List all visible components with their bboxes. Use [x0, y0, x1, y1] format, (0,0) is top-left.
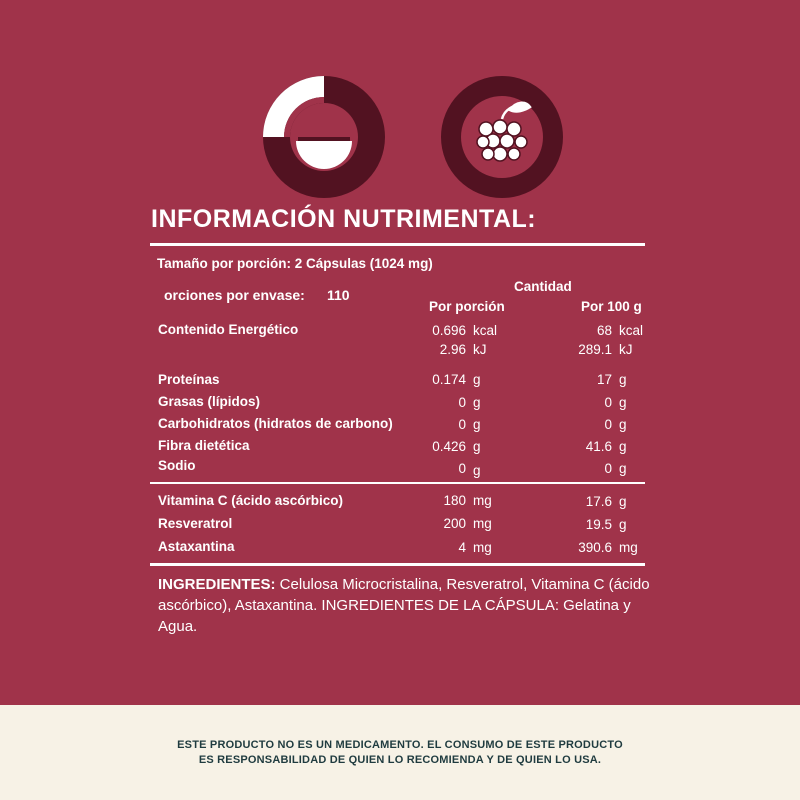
nutrient-name: Carbohidratos (hidratos de carbono)	[158, 416, 393, 431]
active-serving: 200	[443, 516, 466, 531]
nutrient-name: Fibra dietética	[158, 438, 250, 453]
energy-kj-serving: 2.96	[439, 342, 466, 357]
nutrient-unit-serving: g	[473, 439, 481, 454]
servings-value: 110	[327, 287, 350, 303]
nutrient-name: Proteínas	[158, 372, 220, 387]
ingredients-text: INGREDIENTES: Celulosa Microcristalina, …	[158, 574, 658, 637]
grapes-icon	[441, 76, 563, 198]
servings-label: orciones por envase:	[164, 287, 305, 303]
nutrient-unit-serving: g	[473, 395, 481, 410]
active-per100: 19.5	[585, 517, 612, 532]
disclaimer-line-1: ESTE PRODUCTO NO ES UN MEDICAMENTO. EL C…	[177, 739, 623, 751]
nutrient-per100: 17	[596, 372, 612, 387]
header-cantidad: Cantidad	[514, 279, 572, 294]
serving-size: Tamaño por porción: 2 Cápsulas (1024 mg)	[157, 256, 433, 271]
nutrient-unit-per100: g	[619, 417, 627, 432]
section-divider	[150, 482, 645, 484]
active-name: Resveratrol	[158, 516, 233, 531]
nutrient-serving: 0	[458, 417, 466, 432]
nutrient-unit-per100: g	[619, 395, 627, 410]
active-unit-serving: mg	[473, 493, 492, 508]
title-divider	[150, 243, 645, 246]
nutrient-serving: 0	[458, 395, 466, 410]
ingredients-list: Celulosa Microcristalina, Resveratrol, V…	[158, 576, 650, 635]
nutrient-per100: 41.6	[585, 439, 612, 454]
active-name: Astaxantina	[158, 539, 235, 554]
energy-kcal-unit-2: kcal	[619, 323, 644, 338]
nutrient-per100: 0	[604, 461, 612, 476]
nutrient-per100: 0	[604, 395, 612, 410]
energy-kj-unit-1: kJ	[473, 342, 487, 357]
header-per-serving: Por porción	[429, 299, 505, 314]
nutrient-serving: 0.174	[432, 372, 466, 387]
nutrient-serving: 0	[458, 461, 466, 476]
label-panel	[0, 0, 800, 705]
energy-kj-unit-2: kJ	[619, 342, 633, 357]
nutrient-name: Sodio	[158, 458, 196, 473]
active-unit-serving: mg	[473, 516, 492, 531]
nutrient-unit-per100: g	[619, 372, 627, 387]
nutrient-unit-serving: g	[473, 463, 481, 478]
energy-kcal-serving: 0.696	[432, 323, 466, 338]
ingredients-divider	[150, 563, 645, 566]
nutrient-name: Grasas (lípidos)	[158, 394, 261, 409]
nutrient-unit-serving: g	[473, 372, 481, 387]
energy-label: Contenido Energético	[158, 322, 299, 337]
active-serving: 180	[443, 493, 466, 508]
stomach-progress-icon	[263, 76, 385, 198]
active-per100: 17.6	[585, 494, 612, 509]
nutrient-per100: 0	[604, 417, 612, 432]
header-per-100g: Por 100 g	[581, 299, 642, 314]
disclaimer-line-2: ES RESPONSABILIDAD DE QUIEN LO RECOMIEND…	[198, 754, 602, 766]
active-name: Vitamina C (ácido ascórbico)	[158, 493, 344, 508]
active-unit-serving: mg	[473, 540, 492, 555]
energy-kcal-unit-1: kcal	[473, 323, 498, 338]
ingredients-label: INGREDIENTES:	[158, 576, 276, 593]
nutrient-unit-per100: g	[619, 461, 627, 476]
active-serving: 4	[458, 540, 466, 555]
nutrient-unit-serving: g	[473, 417, 481, 432]
active-per100: 390.6	[578, 540, 612, 555]
nutrient-unit-per100: g	[619, 439, 627, 454]
active-unit-per100: g	[619, 494, 627, 509]
active-unit-per100: mg	[619, 540, 638, 555]
energy-kj-per100: 289.1	[578, 342, 612, 357]
disclaimer: ESTE PRODUCTO NO ES UN MEDICAMENTO. EL C…	[0, 738, 800, 768]
active-unit-per100: g	[619, 517, 627, 532]
energy-kcal-per100: 68	[596, 323, 612, 338]
nutrition-title: INFORMACIÓN NUTRIMENTAL:	[151, 205, 537, 233]
nutrient-serving: 0.426	[432, 439, 466, 454]
